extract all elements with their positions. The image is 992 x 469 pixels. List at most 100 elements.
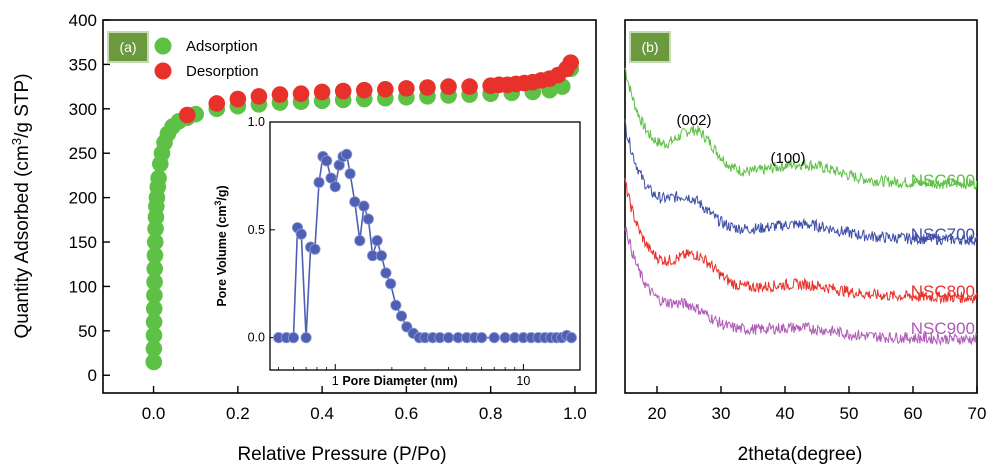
panel-b-xtick-label: 50 bbox=[840, 404, 859, 423]
inset-point bbox=[380, 267, 392, 279]
panel-a-xtick-label: 0.2 bbox=[226, 404, 250, 423]
trace-nsc600 bbox=[624, 67, 978, 191]
desorption-point bbox=[178, 106, 196, 124]
inset-point bbox=[349, 196, 361, 208]
adsorption-point bbox=[145, 313, 163, 331]
panel-a-ytick-label: 50 bbox=[78, 322, 97, 341]
panel-a-ytick-label: 100 bbox=[69, 277, 97, 296]
panel-a-y-axis-title: Quantity Adsorbed (cm3/g STP) bbox=[9, 73, 34, 338]
adsorption-point bbox=[145, 326, 163, 344]
legend-label-desorption: Desorption bbox=[186, 63, 259, 80]
inset-ytick-label: 0.0 bbox=[248, 331, 265, 345]
inset-xtick-label: 10 bbox=[516, 374, 530, 388]
trace-label-nsc600: NSC600 bbox=[911, 171, 975, 190]
desorption-point bbox=[398, 80, 415, 97]
inset-point bbox=[344, 168, 356, 180]
desorption-point bbox=[208, 95, 226, 112]
adsorption-point bbox=[146, 233, 164, 251]
inset-point bbox=[358, 200, 370, 212]
inset-point bbox=[565, 332, 577, 344]
panel-a-ytick-label: 150 bbox=[69, 233, 97, 252]
inset-ticks: 0.0 0.5 1.0 1 10 bbox=[248, 115, 581, 388]
panel-b-xtick-label: 20 bbox=[648, 404, 667, 423]
desorption-point bbox=[271, 86, 289, 103]
inset-point bbox=[329, 181, 341, 193]
inset-x-axis-title: Pore Diameter (nm) bbox=[342, 374, 457, 388]
inset-point bbox=[321, 155, 333, 167]
inset-point bbox=[390, 299, 402, 311]
trace-nsc700 bbox=[624, 119, 978, 246]
inset-y-axis-title: Pore Volume (cm3/g) bbox=[213, 185, 229, 306]
desorption-point bbox=[229, 90, 247, 108]
desorption-point bbox=[461, 78, 478, 95]
panel-b-xtick-label: 30 bbox=[712, 404, 731, 423]
panel-a-ytick-label: 200 bbox=[69, 189, 97, 208]
panel-b-xtick-labels: 20 30 40 50 60 70 bbox=[648, 404, 987, 423]
peak-label-002: (002) bbox=[676, 112, 711, 129]
inset-ytick-label: 0.5 bbox=[248, 223, 265, 237]
panel-b-xtick-label: 60 bbox=[904, 404, 923, 423]
panel-a-legend: Adsorption Desorption bbox=[154, 37, 259, 80]
trace-label-nsc700: NSC700 bbox=[911, 225, 975, 244]
panel-a-xtick-label: 1.0 bbox=[563, 404, 587, 423]
panel-a-ytick-label: 300 bbox=[69, 100, 97, 119]
desorption-series bbox=[178, 54, 580, 124]
panel-a-xtick-label: 0.0 bbox=[142, 404, 166, 423]
inset-point bbox=[395, 310, 408, 322]
inset-point bbox=[300, 332, 312, 344]
adsorption-point bbox=[146, 260, 164, 277]
panel-a-ytick-label: 250 bbox=[69, 144, 97, 163]
panel-a-ytick-label: 350 bbox=[69, 55, 97, 74]
panel-a-xtick-label: 0.4 bbox=[310, 404, 334, 423]
desorption-point bbox=[377, 80, 394, 98]
panel-a-ticks bbox=[103, 19, 576, 393]
inset-point bbox=[371, 235, 383, 247]
desorption-point bbox=[419, 79, 436, 96]
panel-a-xtick-label: 0.8 bbox=[479, 404, 503, 423]
inset-point bbox=[476, 332, 488, 344]
desorption-point bbox=[292, 85, 310, 103]
panel-a-tag-label: (a) bbox=[119, 39, 136, 55]
inset-point bbox=[499, 332, 511, 344]
desorption-point bbox=[250, 88, 268, 105]
desorption-point bbox=[482, 77, 499, 95]
peak-label-100: (100) bbox=[770, 150, 805, 167]
desorption-point bbox=[440, 78, 457, 95]
adsorption-point bbox=[147, 220, 164, 238]
desorption-point bbox=[313, 83, 331, 101]
panel-b-traces bbox=[624, 67, 978, 347]
panel-a-xtick-label: 0.6 bbox=[395, 404, 419, 423]
inset-point bbox=[309, 243, 321, 255]
trace-nsc800 bbox=[624, 178, 978, 305]
inset-point bbox=[385, 278, 397, 290]
adsorption-point bbox=[146, 287, 163, 304]
inset-xtick-label: 1 bbox=[332, 374, 339, 388]
adsorption-point bbox=[145, 300, 163, 317]
legend-label-adsorption: Adsorption bbox=[186, 38, 258, 55]
desorption-point bbox=[355, 81, 373, 99]
adsorption-point bbox=[150, 169, 167, 187]
inset-point bbox=[313, 176, 325, 188]
panel-a-ytick-label: 0 bbox=[88, 366, 97, 385]
trace-label-nsc900: NSC900 bbox=[911, 319, 975, 338]
inset-point bbox=[354, 235, 366, 247]
desorption-point bbox=[334, 82, 352, 100]
inset-ytick-label: 1.0 bbox=[248, 115, 265, 129]
inset-point bbox=[488, 332, 500, 344]
inset-point bbox=[287, 332, 300, 344]
adsorption-point bbox=[146, 247, 164, 264]
inset-point bbox=[295, 228, 307, 240]
inset-point bbox=[341, 148, 353, 160]
adsorption-point bbox=[145, 353, 163, 371]
panel-a-ytick-label: 400 bbox=[69, 11, 97, 30]
trace-nsc900 bbox=[624, 227, 978, 347]
adsorption-point bbox=[146, 273, 163, 291]
legend-marker-adsorption bbox=[154, 37, 172, 55]
inset-point bbox=[362, 213, 374, 225]
panel-b-x-axis-title: 2theta(degree) bbox=[738, 444, 863, 465]
panel-a-x-axis-title: Relative Pressure (P/Po) bbox=[237, 444, 446, 465]
adsorption-point bbox=[145, 340, 163, 357]
panel-b-tag bbox=[629, 31, 671, 63]
panel-a-xtick-labels: 0.0 0.2 0.4 0.6 0.8 1.0 bbox=[142, 404, 587, 423]
